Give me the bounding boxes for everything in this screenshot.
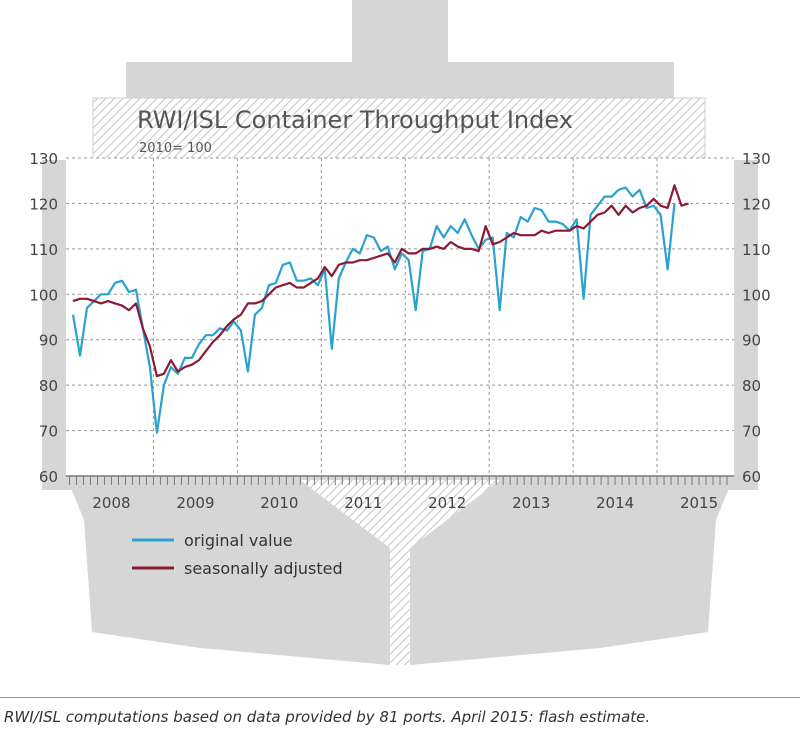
legend-label-original: original value [184, 531, 293, 550]
y-tick-label-right: 70 [742, 423, 761, 441]
x-year-label: 2008 [92, 494, 130, 512]
y-tick-label-right: 100 [742, 286, 771, 304]
x-year-label: 2009 [176, 494, 214, 512]
y-tick-label-right: 90 [742, 332, 761, 350]
x-year-label: 2014 [596, 494, 634, 512]
ship-bow-stem [390, 548, 410, 665]
axis-layer: 60 60 70 70 80 80 90 90 100 100 110 110 120 120 130 130… [29, 150, 770, 512]
footnote-rule [0, 697, 800, 698]
y-tick-label-left: 90 [39, 332, 58, 350]
ship-bow-hatch [300, 480, 500, 548]
ship-funnel [352, 0, 448, 70]
legend: original value seasonally adjusted [132, 531, 343, 578]
x-year-label: 2010 [260, 494, 298, 512]
y-tick-label-left: 130 [29, 150, 58, 168]
y-tick-label-left: 100 [29, 286, 58, 304]
ship-bridge [126, 62, 674, 98]
y-tick-label-left: 60 [39, 468, 58, 486]
ship-title-panel [92, 97, 706, 161]
y-tick-label-left: 70 [39, 423, 58, 441]
chart-title: RWI/ISL Container Throughput Index [137, 106, 573, 134]
x-year-label: 2011 [344, 494, 382, 512]
x-year-label: 2015 [680, 494, 718, 512]
series-layer [71, 184, 689, 434]
footnote: RWI/ISL computations based on data provi… [4, 708, 651, 726]
y-tick-label-left: 120 [29, 195, 58, 213]
y-tick-label-right: 80 [742, 377, 761, 395]
x-year-label: 2013 [512, 494, 550, 512]
chart-subtitle: 2010= 100 [139, 141, 212, 156]
y-tick-label-right: 130 [742, 150, 771, 168]
y-tick-label-left: 110 [29, 241, 58, 259]
legend-label-seasonally-adjusted: seasonally adjusted [184, 559, 343, 578]
y-tick-label-right: 120 [742, 195, 771, 213]
y-tick-label-right: 110 [742, 241, 771, 259]
y-tick-label-left: 80 [39, 377, 58, 395]
plot-area [66, 158, 734, 476]
x-year-label: 2012 [428, 494, 466, 512]
y-tick-label-right: 60 [742, 468, 761, 486]
